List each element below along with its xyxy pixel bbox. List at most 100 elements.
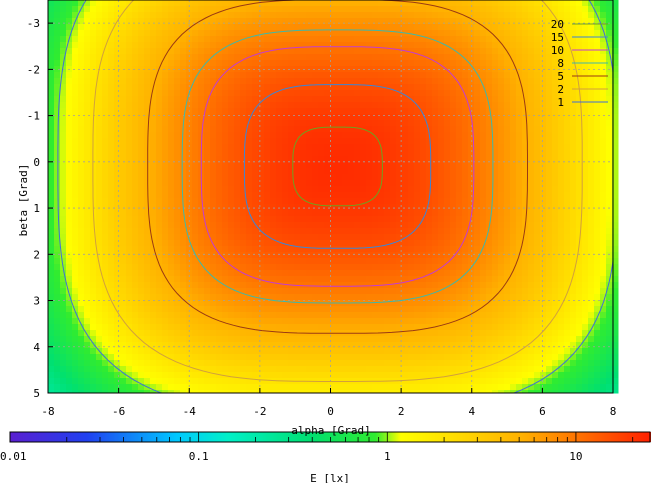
heatmap-cell <box>348 276 355 283</box>
heatmap-cell <box>606 54 613 61</box>
heatmap-cell <box>84 240 91 247</box>
heatmap-cell <box>108 168 115 175</box>
heatmap-cell <box>606 114 613 121</box>
heatmap-cell <box>438 30 445 37</box>
heatmap-cell <box>564 186 571 193</box>
heatmap-cell <box>432 234 439 241</box>
heatmap-cell <box>252 54 259 61</box>
heatmap-cell <box>420 174 427 181</box>
heatmap-cell <box>468 228 475 235</box>
heatmap-cell <box>120 126 127 133</box>
heatmap-cell <box>210 306 217 313</box>
heatmap-cell <box>156 30 163 37</box>
heatmap-cell <box>180 252 187 259</box>
heatmap-cell <box>288 300 295 307</box>
heatmap-cell <box>288 96 295 103</box>
heatmap-cell <box>588 90 595 97</box>
heatmap-cell <box>330 36 337 43</box>
heatmap-cell <box>576 126 583 133</box>
heatmap-cell <box>540 108 547 115</box>
heatmap-cell <box>504 300 511 307</box>
heatmap-cell <box>420 252 427 259</box>
heatmap-cell <box>420 0 427 7</box>
heatmap-cell <box>402 24 409 31</box>
heatmap-cell <box>174 252 181 259</box>
heatmap-cell <box>516 264 523 271</box>
heatmap-cell <box>504 144 511 151</box>
heatmap-cell <box>90 300 97 307</box>
heatmap-cell <box>408 144 415 151</box>
heatmap-cell <box>462 126 469 133</box>
heatmap-cell <box>336 0 343 7</box>
heatmap-cell <box>216 96 223 103</box>
heatmap-cell <box>576 120 583 127</box>
heatmap-cell <box>120 180 127 187</box>
heatmap-cell <box>162 294 169 301</box>
heatmap-cell <box>102 234 109 241</box>
heatmap-cell <box>498 132 505 139</box>
heatmap-cell <box>264 120 271 127</box>
heatmap-cell <box>612 96 619 103</box>
heatmap-cell <box>156 108 163 115</box>
heatmap-cell <box>438 306 445 313</box>
heatmap-cell <box>228 12 235 19</box>
heatmap-cell <box>396 264 403 271</box>
heatmap-cell <box>288 54 295 61</box>
heatmap-cell <box>582 252 589 259</box>
heatmap-cell <box>156 120 163 127</box>
heatmap-cell <box>132 258 139 265</box>
heatmap-cell <box>264 0 271 7</box>
heatmap-cell <box>234 264 241 271</box>
heatmap-cell <box>138 6 145 13</box>
heatmap-cell <box>150 24 157 31</box>
heatmap-cell <box>360 228 367 235</box>
heatmap-cell <box>612 114 619 121</box>
heatmap-cell <box>384 84 391 91</box>
heatmap-cell <box>582 294 589 301</box>
heatmap-cell <box>90 60 97 67</box>
heatmap-cell <box>480 96 487 103</box>
heatmap-cell <box>192 234 199 241</box>
heatmap-cell <box>48 114 55 121</box>
heatmap-cell <box>126 120 133 127</box>
heatmap-cell <box>510 288 517 295</box>
heatmap-cell <box>396 132 403 139</box>
heatmap-cell <box>594 300 601 307</box>
heatmap-cell <box>288 186 295 193</box>
heatmap-cell <box>492 306 499 313</box>
heatmap-cell <box>396 222 403 229</box>
heatmap-cell <box>444 150 451 157</box>
heatmap-cell <box>84 24 91 31</box>
heatmap-cell <box>594 0 601 7</box>
heatmap-cell <box>378 222 385 229</box>
heatmap-cell <box>522 0 529 7</box>
heatmap-cell <box>528 84 535 91</box>
heatmap-cell <box>324 36 331 43</box>
heatmap-cell <box>66 78 73 85</box>
heatmap-cell <box>144 300 151 307</box>
heatmap-cell <box>282 150 289 157</box>
heatmap-cell <box>372 144 379 151</box>
heatmap-cell <box>318 162 325 169</box>
heatmap-cell <box>612 54 619 61</box>
heatmap-cell <box>156 102 163 109</box>
heatmap-cell <box>126 6 133 13</box>
heatmap-cell <box>594 66 601 73</box>
heatmap-cell <box>390 192 397 199</box>
heatmap-cell <box>216 54 223 61</box>
heatmap-cell <box>258 138 265 145</box>
heatmap-cell <box>156 252 163 259</box>
heatmap-cell <box>600 276 607 283</box>
heatmap-cell <box>468 300 475 307</box>
heatmap-cell <box>180 0 187 7</box>
heatmap-cell <box>216 42 223 49</box>
heatmap-cell <box>480 18 487 25</box>
heatmap-cell <box>174 24 181 31</box>
heatmap-cell <box>216 162 223 169</box>
heatmap-cell <box>486 144 493 151</box>
heatmap-cell <box>402 150 409 157</box>
heatmap-cell <box>342 96 349 103</box>
heatmap-cell <box>468 138 475 145</box>
heatmap-cell <box>276 96 283 103</box>
heatmap-cell <box>576 216 583 223</box>
